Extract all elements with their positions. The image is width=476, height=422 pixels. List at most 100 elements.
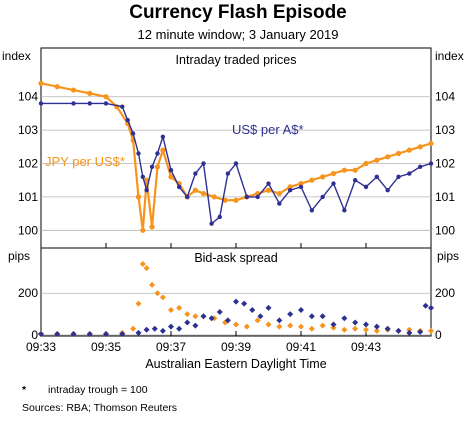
data-point	[417, 144, 423, 150]
data-point	[309, 208, 315, 213]
y-tick-label-right: 0	[435, 328, 442, 342]
unit-right-spread: pips	[437, 249, 459, 263]
data-point	[149, 224, 155, 230]
data-point	[154, 164, 161, 170]
series-line	[40, 82, 432, 232]
data-point	[200, 313, 207, 320]
data-point	[330, 170, 337, 177]
data-point	[149, 164, 155, 170]
data-point	[140, 227, 146, 233]
data-point	[70, 87, 77, 93]
series-line	[41, 102, 432, 225]
y-tick-label-right: 101	[435, 190, 455, 204]
panel-title-spread: Bid-ask spread	[194, 251, 277, 265]
data-point	[125, 117, 130, 123]
x-tick-label: 09:39	[221, 340, 251, 354]
data-point	[71, 101, 76, 106]
data-point	[276, 323, 283, 330]
data-point	[363, 184, 369, 190]
data-point	[266, 181, 271, 186]
y-tick-label-left: 104	[18, 90, 38, 104]
data-point	[373, 327, 380, 334]
y-tick-label-right: 104	[435, 90, 455, 104]
data-point	[103, 101, 109, 106]
data-point	[136, 151, 141, 156]
data-point	[417, 164, 423, 170]
data-point	[319, 313, 326, 320]
data-point	[255, 194, 260, 200]
data-point	[330, 321, 337, 328]
data-point	[140, 174, 146, 180]
x-axis-label: Australian Eastern Daylight Time	[145, 357, 326, 371]
data-point	[135, 329, 142, 336]
data-point	[208, 315, 215, 322]
plot-frame	[40, 47, 432, 337]
data-point	[211, 194, 217, 200]
footnote-sources: Sources: RBA; Thomson Reuters	[22, 402, 178, 414]
data-point	[168, 323, 174, 330]
x-tick-label: 09:35	[91, 340, 121, 354]
y-tick-label-left: 103	[18, 123, 38, 137]
data-point	[277, 201, 282, 206]
data-point	[144, 188, 149, 193]
data-point	[374, 174, 380, 180]
data-point	[384, 325, 391, 332]
chart-subtitle: 12 minute window; 3 January 2019	[137, 27, 339, 42]
data-point	[54, 330, 61, 337]
data-point	[249, 306, 256, 313]
data-point	[217, 214, 222, 220]
data-point	[287, 188, 293, 193]
data-point	[395, 150, 402, 157]
data-point	[276, 190, 282, 197]
data-point	[287, 184, 293, 190]
data-point	[233, 298, 239, 305]
data-point	[341, 167, 347, 173]
data-point	[54, 84, 60, 90]
data-point	[308, 325, 315, 332]
data-point	[168, 174, 174, 180]
data-point	[87, 101, 92, 106]
data-point	[38, 330, 44, 337]
data-point	[287, 311, 294, 318]
data-point	[363, 321, 369, 328]
data-point	[320, 174, 326, 180]
data-point	[193, 171, 198, 176]
data-point	[331, 181, 336, 186]
footnote-note: intraday trough = 100	[48, 384, 148, 396]
data-point	[276, 317, 283, 324]
series-label: JPY per US$*	[45, 154, 125, 169]
data-point	[352, 325, 359, 332]
data-point	[168, 306, 174, 313]
data-point	[319, 322, 326, 329]
data-point	[159, 294, 166, 301]
data-point	[120, 104, 125, 109]
data-point	[341, 315, 348, 322]
data-point	[192, 322, 199, 329]
chart-title: Currency Flash Episode	[129, 2, 347, 23]
data-point	[243, 323, 250, 330]
data-point	[298, 180, 304, 187]
footnote-trough: * intraday trough = 100	[22, 384, 148, 396]
unit-left-prices: index	[2, 49, 31, 63]
data-point	[86, 330, 93, 337]
data-point	[154, 290, 161, 297]
data-point	[38, 80, 44, 86]
y-tick-label-left: 200	[18, 286, 38, 300]
data-point	[185, 194, 190, 200]
panel-title-prices: Intraday traded prices	[176, 53, 297, 67]
data-point	[407, 171, 412, 176]
data-point	[130, 131, 136, 136]
y-tick-label-left: 0	[31, 328, 38, 342]
data-point	[103, 330, 109, 337]
data-point	[139, 261, 146, 267]
y-tick-label-left: 101	[18, 190, 38, 204]
data-point	[233, 197, 239, 203]
data-point	[143, 326, 150, 333]
data-point	[422, 302, 429, 309]
data-point	[143, 265, 150, 272]
data-point	[341, 326, 348, 333]
data-point	[363, 160, 369, 167]
data-point	[159, 327, 166, 334]
